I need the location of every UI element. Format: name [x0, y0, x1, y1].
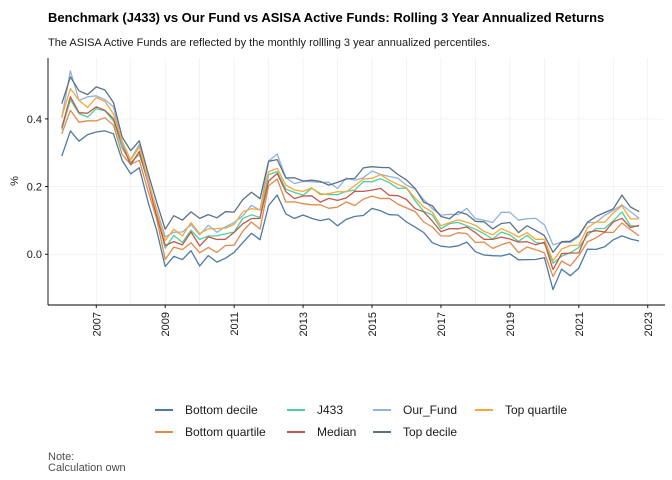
- series-line-top-decile: [61, 76, 640, 253]
- x-tick-label-4: 2015: [367, 312, 379, 336]
- legend-label-bottom-quartile: Bottom quartile: [185, 425, 266, 439]
- series-line-top-quartile: [61, 87, 640, 262]
- x-tick-label-8: 2023: [643, 312, 655, 336]
- x-tick-label-1: 2009: [160, 312, 172, 336]
- series-line-our-fund: [61, 70, 640, 246]
- series-lines: [61, 70, 640, 291]
- y-tick-label-0: 0.0: [27, 249, 42, 261]
- legend-label-top-quartile: Top quartile: [505, 403, 567, 417]
- series-line-bottom-decile: [61, 130, 640, 291]
- axes: 0.0 0.2 0.4 2007 2009 2011 2013 2015 2017 2019 202…: [27, 58, 665, 336]
- x-tick-label-5: 2017: [436, 312, 448, 336]
- legend: Bottom decile J433 Our_Fund Top quartile Bot…: [155, 403, 567, 439]
- x-tick-label-2: 2011: [229, 312, 241, 336]
- legend-label-our-fund: Our_Fund: [403, 403, 457, 417]
- y-axis-label: %: [9, 176, 21, 186]
- legend-label-top-decile: Top decile: [403, 425, 457, 439]
- caption-note: Note:: [48, 451, 74, 463]
- x-tick-label-0: 2007: [91, 312, 103, 336]
- x-tick-label-7: 2021: [574, 312, 586, 336]
- y-tick-label-2: 0.4: [27, 114, 42, 126]
- x-tick-label-3: 2013: [298, 312, 310, 336]
- chart-subtitle: The ASISA Active Funds are reflected by …: [48, 37, 490, 49]
- legend-label-j433: J433: [317, 403, 343, 417]
- caption-text: Calculation own: [48, 462, 126, 474]
- series-line-bottom-quartile: [61, 109, 640, 278]
- x-tick-label-6: 2019: [505, 312, 517, 336]
- legend-label-median: Median: [317, 425, 356, 439]
- grid: [48, 58, 665, 305]
- series-line-median: [61, 96, 640, 271]
- legend-label-bottom-decile: Bottom decile: [185, 403, 258, 417]
- y-tick-label-1: 0.2: [27, 182, 42, 194]
- chart-title: Benchmark (J433) vs Our Fund vs ASISA Ac…: [48, 10, 604, 25]
